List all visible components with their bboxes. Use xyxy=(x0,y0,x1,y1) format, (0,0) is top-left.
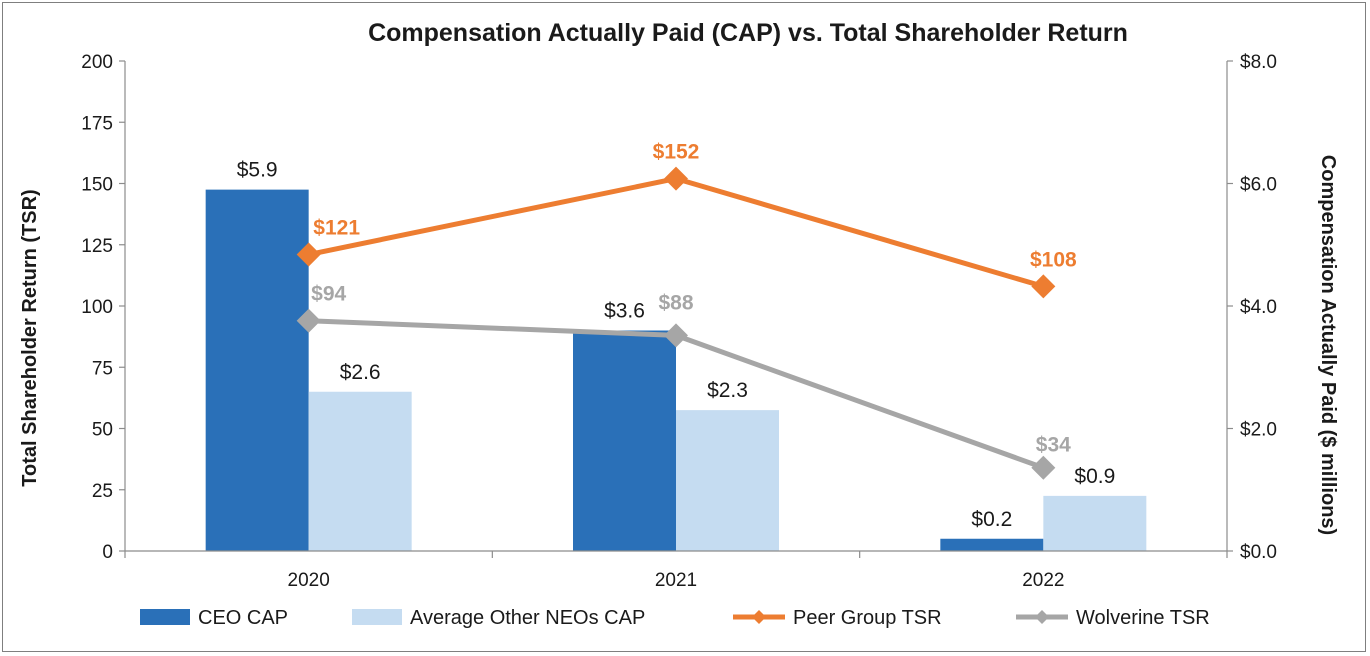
legend-swatch-bar xyxy=(352,609,402,625)
line-marker xyxy=(1031,455,1056,480)
bar-series-group xyxy=(205,189,1147,551)
legend-label: CEO CAP xyxy=(198,607,288,629)
bar-data-label: $0.2 xyxy=(971,508,1012,531)
line-data-label: $121 xyxy=(313,217,360,240)
left-axis-tick-label: 50 xyxy=(92,420,113,441)
left-axis-tick-label: 200 xyxy=(81,52,113,73)
bar-ceo-cap xyxy=(205,189,309,551)
left-axis-tick-label: 0 xyxy=(102,542,113,563)
bar-ceo-cap xyxy=(573,330,676,551)
line-data-label: $34 xyxy=(1036,434,1071,457)
legend-label: Average Other NEOs CAP xyxy=(410,607,645,629)
right-axis-tick-label: $8.0 xyxy=(1240,52,1277,73)
legend-label: Wolverine TSR xyxy=(1076,607,1210,629)
bar-data-label: $0.9 xyxy=(1074,465,1115,488)
chart-title: Compensation Actually Paid (CAP) vs. Tot… xyxy=(368,19,1128,47)
bar-other-neos-cap xyxy=(308,391,412,551)
left-axis-tick-label: 75 xyxy=(92,358,113,379)
x-axis-tick-label: 2022 xyxy=(1022,570,1064,591)
line-marker xyxy=(296,242,321,267)
bar-data-label: $5.9 xyxy=(237,159,278,182)
right-axis-tick-label: $2.0 xyxy=(1240,420,1277,441)
bar-other-neos-cap xyxy=(1043,495,1147,551)
right-axis-title: Compensation Actually Paid ($ millions) xyxy=(1317,155,1339,535)
x-axis-tick-label: 2021 xyxy=(655,570,697,591)
line-peer-group-tsr xyxy=(308,176,1045,289)
line-marker xyxy=(296,308,321,333)
left-axis-tick-label: 100 xyxy=(81,297,113,318)
bar-other-neos-cap xyxy=(676,410,779,551)
left-axis-tick-label: 25 xyxy=(92,481,113,502)
right-axis-tick-label: $6.0 xyxy=(1240,175,1277,196)
legend: CEO CAP Average Other NEOs CAP Peer Group … xyxy=(140,607,1210,629)
bar-data-label: $2.6 xyxy=(340,361,381,384)
line-data-label: $108 xyxy=(1030,248,1077,271)
line-data-label: $88 xyxy=(658,291,693,314)
legend-swatch-bar xyxy=(140,609,190,625)
left-axis-title: Total Shareholder Return (TSR) xyxy=(19,189,41,486)
bar-data-label: $3.6 xyxy=(604,300,645,323)
line-data-label: $94 xyxy=(311,283,346,306)
axes-group: 0 25 50 75 100 125 150 175 200 $0.0 $2.0 $4.0 $6.0 $8… xyxy=(81,52,1277,591)
legend-swatch-marker xyxy=(752,610,766,624)
bar-ceo-cap xyxy=(940,538,1044,551)
line-marker xyxy=(664,323,688,348)
left-axis-tick-label: 150 xyxy=(81,175,113,196)
line-data-label: $152 xyxy=(653,141,700,164)
right-axis-tick-label: $0.0 xyxy=(1240,542,1277,563)
x-axis-tick-label: 2020 xyxy=(288,570,330,591)
data-labels-group: $5.9 $3.6 $0.2 $2.6 $2.3 $0.9 $121 $152 $108 $94 $… xyxy=(237,141,1116,531)
right-axis-tick-label: $4.0 xyxy=(1240,297,1277,318)
left-axis-tick-label: 175 xyxy=(81,113,113,134)
line-series-group xyxy=(296,166,1056,480)
legend-label: Peer Group TSR xyxy=(793,607,942,629)
bar-data-label: $2.3 xyxy=(707,379,748,402)
line-marker xyxy=(1031,274,1056,299)
line-marker xyxy=(664,166,688,191)
left-axis-tick-label: 125 xyxy=(81,236,113,257)
legend-swatch-marker xyxy=(1035,610,1049,624)
